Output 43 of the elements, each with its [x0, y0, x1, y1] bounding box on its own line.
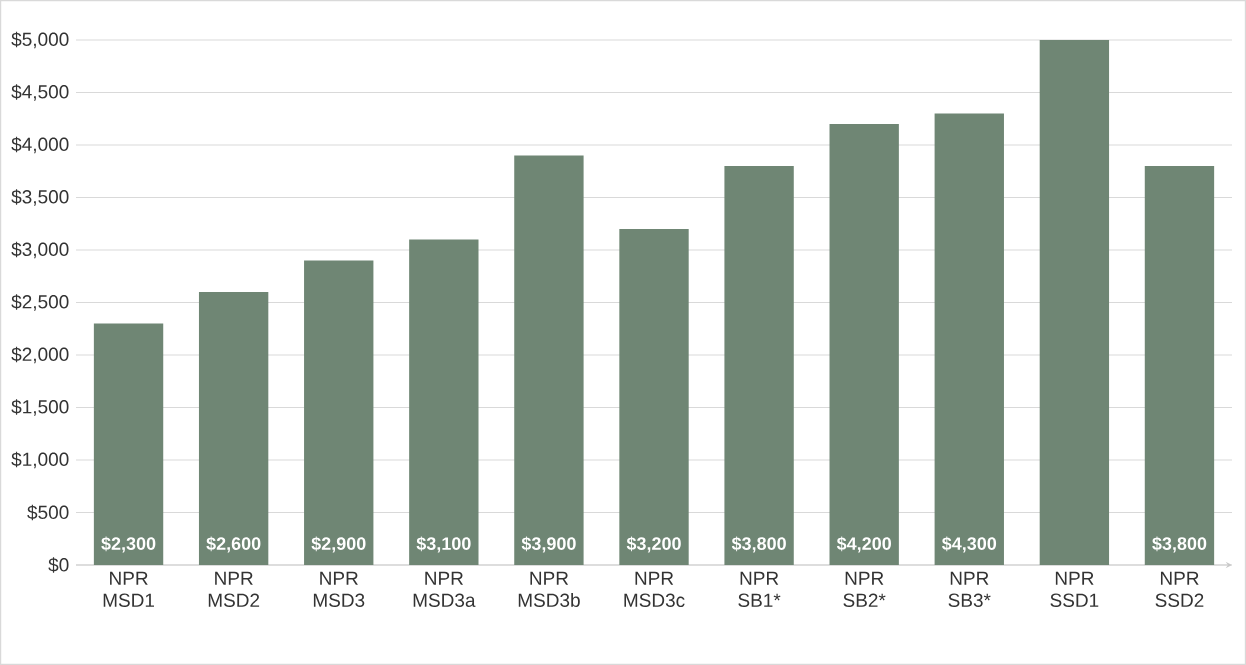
data-label: $4,300: [942, 536, 997, 553]
bar: [619, 229, 689, 565]
x-tick-label: NPR MSD3: [313, 571, 365, 607]
data-label: $4,200: [836, 536, 891, 553]
x-tick-label: NPR SSD1: [1050, 571, 1099, 607]
data-label: $3,100: [416, 536, 471, 553]
bar: [1144, 166, 1215, 565]
y-tick-label: $4,000: [11, 136, 69, 154]
x-tick-label: NPR SB3*: [948, 571, 991, 607]
bar: [934, 113, 1004, 565]
bar: [1039, 40, 1110, 565]
y-tick-label: $3,000: [11, 241, 69, 259]
y-tick-label: $1,500: [11, 399, 69, 416]
data-label: $3,900: [521, 536, 576, 553]
x-tick-label: NPR MSD2: [208, 571, 260, 607]
x-tick-label: NPR MSD1: [103, 571, 155, 607]
y-tick-label: $3,500: [11, 189, 69, 206]
data-label: $3,800: [731, 536, 786, 553]
bar: [514, 155, 584, 565]
bar: [198, 292, 269, 565]
y-tick-label: $4,500: [11, 84, 69, 101]
data-label: $2,600: [206, 536, 261, 553]
data-label: $3,200: [626, 536, 681, 553]
bar: [409, 239, 479, 565]
y-tick-label: $1,000: [11, 451, 69, 469]
y-tick-label: $0: [48, 557, 69, 573]
x-tick-label: NPR MSD3b: [518, 571, 580, 607]
data-label: $3,800: [1152, 536, 1207, 553]
data-label: $2,300: [101, 536, 156, 553]
bar: [829, 124, 899, 565]
x-tick-label: NPR SSD2: [1155, 571, 1204, 607]
y-tick-label: $5,000: [11, 31, 69, 49]
x-tick-label: NPR MSD3a: [413, 571, 476, 607]
y-tick-label: $500: [27, 504, 69, 521]
y-tick-label: $2,000: [11, 346, 69, 364]
x-tick-label: NPR MSD3c: [624, 571, 685, 607]
x-tick-label: NPR SB2*: [843, 571, 886, 607]
bar: [93, 323, 164, 565]
bar: [724, 166, 794, 565]
data-label: $2,900: [311, 536, 366, 553]
bar: [304, 260, 374, 565]
y-tick-label: $2,500: [11, 294, 69, 311]
x-tick-label: NPR SB1*: [738, 571, 781, 607]
